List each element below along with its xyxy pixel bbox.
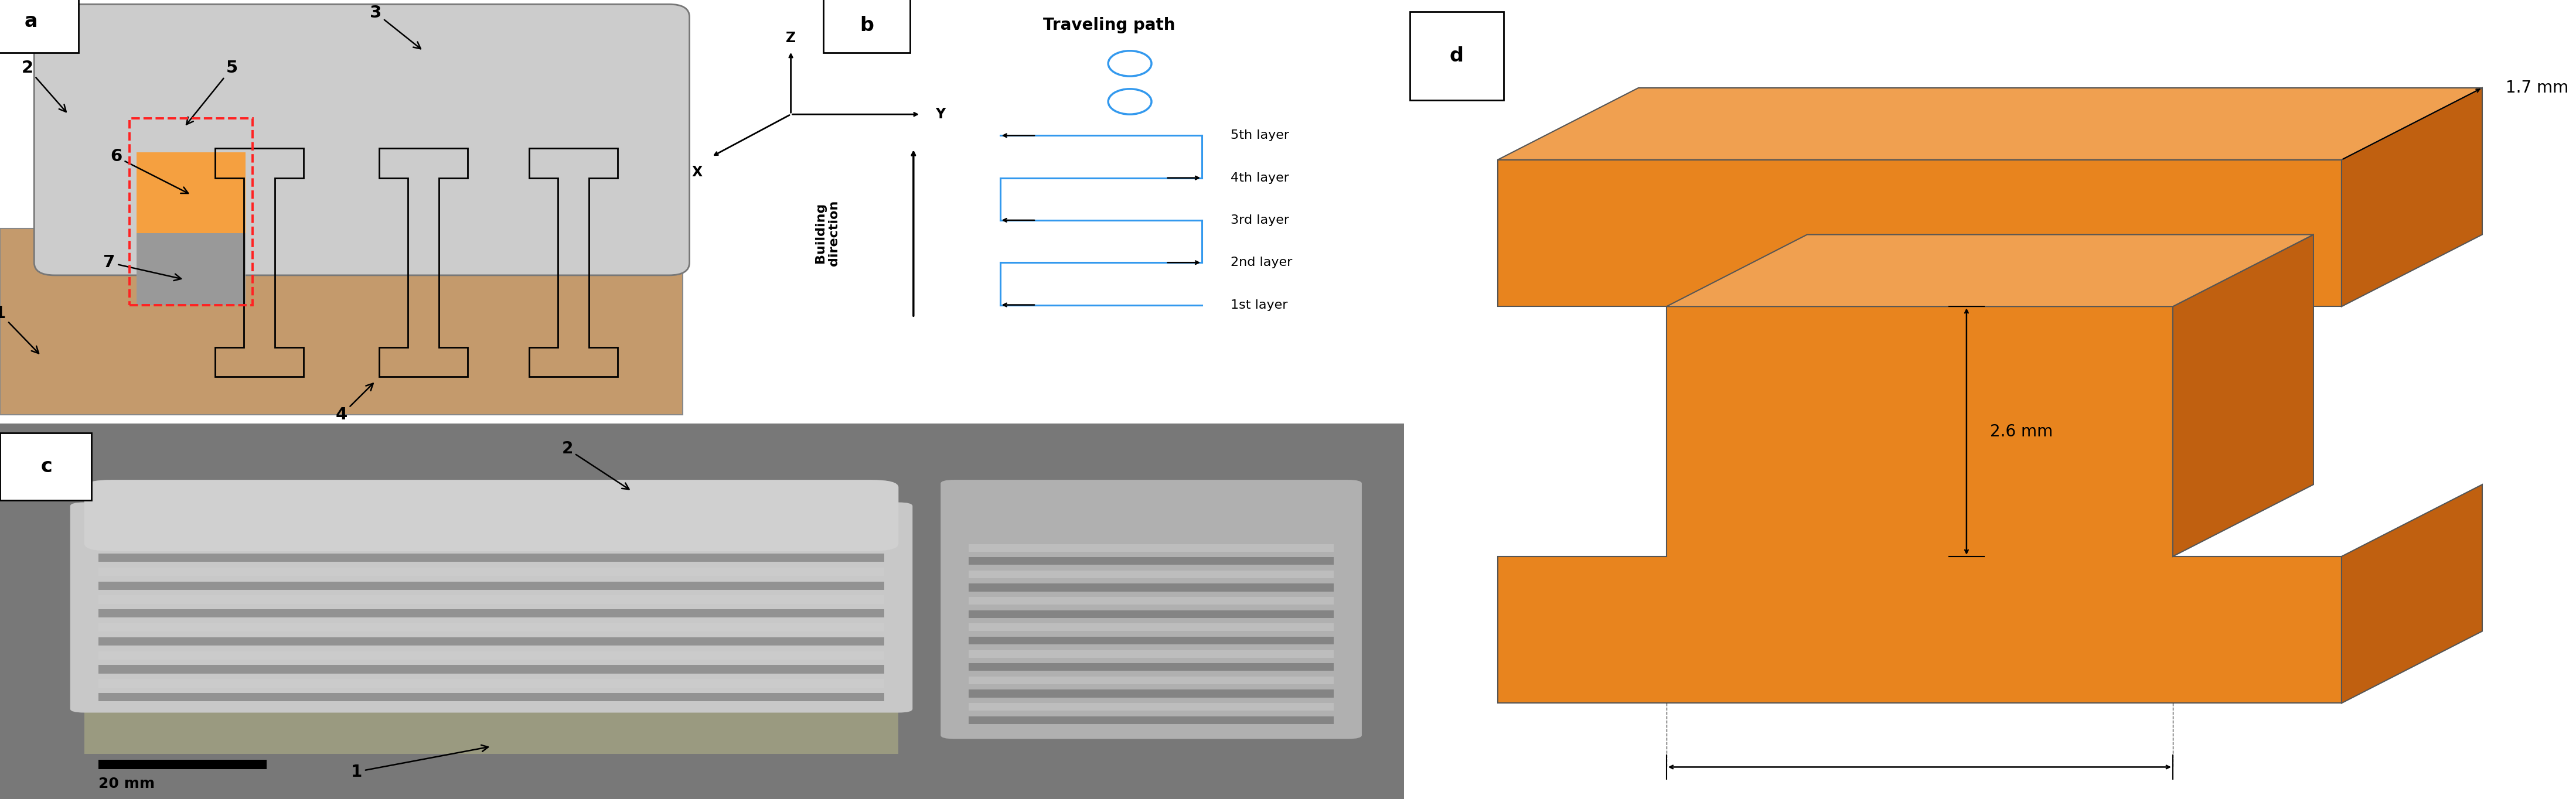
FancyBboxPatch shape xyxy=(1409,12,1504,100)
Bar xyxy=(969,544,1334,551)
Bar xyxy=(137,153,245,237)
Text: Building
direction: Building direction xyxy=(814,200,840,266)
Text: 2.6 mm: 2.6 mm xyxy=(1989,423,2053,439)
Text: X: X xyxy=(693,165,703,179)
Text: 20 mm: 20 mm xyxy=(98,777,155,790)
Text: b: b xyxy=(860,16,873,35)
Bar xyxy=(98,595,884,604)
Bar xyxy=(98,760,268,769)
Text: 1: 1 xyxy=(350,745,489,780)
Bar xyxy=(98,511,884,520)
FancyBboxPatch shape xyxy=(940,479,1363,739)
Bar xyxy=(98,623,884,632)
Text: Y: Y xyxy=(935,107,945,121)
Bar xyxy=(969,584,1334,591)
Text: 3: 3 xyxy=(368,5,420,49)
Bar xyxy=(969,610,1334,618)
Polygon shape xyxy=(1497,88,2483,160)
Text: 7: 7 xyxy=(103,254,180,280)
Text: 4: 4 xyxy=(335,384,374,423)
Bar xyxy=(969,716,1334,724)
Polygon shape xyxy=(1667,235,2313,307)
Polygon shape xyxy=(1497,160,2342,703)
Bar xyxy=(969,663,1334,671)
Text: 2: 2 xyxy=(562,440,629,489)
Text: c: c xyxy=(41,457,52,476)
Bar xyxy=(98,567,884,576)
Bar xyxy=(98,651,884,659)
Polygon shape xyxy=(2172,235,2313,556)
Bar xyxy=(969,623,1334,631)
Bar xyxy=(137,233,245,305)
Bar xyxy=(969,597,1334,605)
Text: 1st layer: 1st layer xyxy=(1231,299,1288,311)
Bar xyxy=(98,526,884,534)
Text: 2nd layer: 2nd layer xyxy=(1231,256,1293,268)
Bar xyxy=(98,693,884,702)
Bar xyxy=(98,665,884,674)
Text: 1.7 mm: 1.7 mm xyxy=(2506,79,2568,96)
Bar xyxy=(98,582,884,590)
FancyBboxPatch shape xyxy=(33,4,690,275)
Bar xyxy=(98,637,884,646)
Bar xyxy=(969,637,1334,644)
Text: 2: 2 xyxy=(21,60,67,112)
FancyBboxPatch shape xyxy=(0,0,77,53)
Bar xyxy=(969,650,1334,658)
Bar xyxy=(969,677,1334,684)
Bar xyxy=(969,570,1334,578)
Text: d: d xyxy=(1450,46,1463,66)
Bar xyxy=(98,679,884,687)
FancyBboxPatch shape xyxy=(824,0,909,53)
Polygon shape xyxy=(2342,88,2483,307)
Bar xyxy=(0,229,683,415)
Bar xyxy=(98,610,884,618)
Text: 4th layer: 4th layer xyxy=(1231,172,1291,184)
Text: 5th layer: 5th layer xyxy=(1231,129,1291,141)
Bar xyxy=(129,118,252,305)
Bar xyxy=(969,690,1334,698)
Text: Z: Z xyxy=(786,31,796,46)
Text: 6: 6 xyxy=(111,149,188,193)
Bar xyxy=(98,554,884,562)
Bar xyxy=(85,706,899,754)
Bar xyxy=(969,557,1334,565)
Bar xyxy=(969,703,1334,710)
Polygon shape xyxy=(2342,484,2483,703)
Bar xyxy=(90,756,273,777)
Text: Traveling path: Traveling path xyxy=(1043,18,1175,34)
FancyBboxPatch shape xyxy=(85,479,899,551)
FancyBboxPatch shape xyxy=(70,503,912,713)
FancyBboxPatch shape xyxy=(0,433,90,500)
Text: 5: 5 xyxy=(185,60,237,125)
Text: 3rd layer: 3rd layer xyxy=(1231,214,1291,226)
Bar xyxy=(98,539,884,548)
Text: a: a xyxy=(23,11,36,31)
Text: 1: 1 xyxy=(0,305,39,353)
